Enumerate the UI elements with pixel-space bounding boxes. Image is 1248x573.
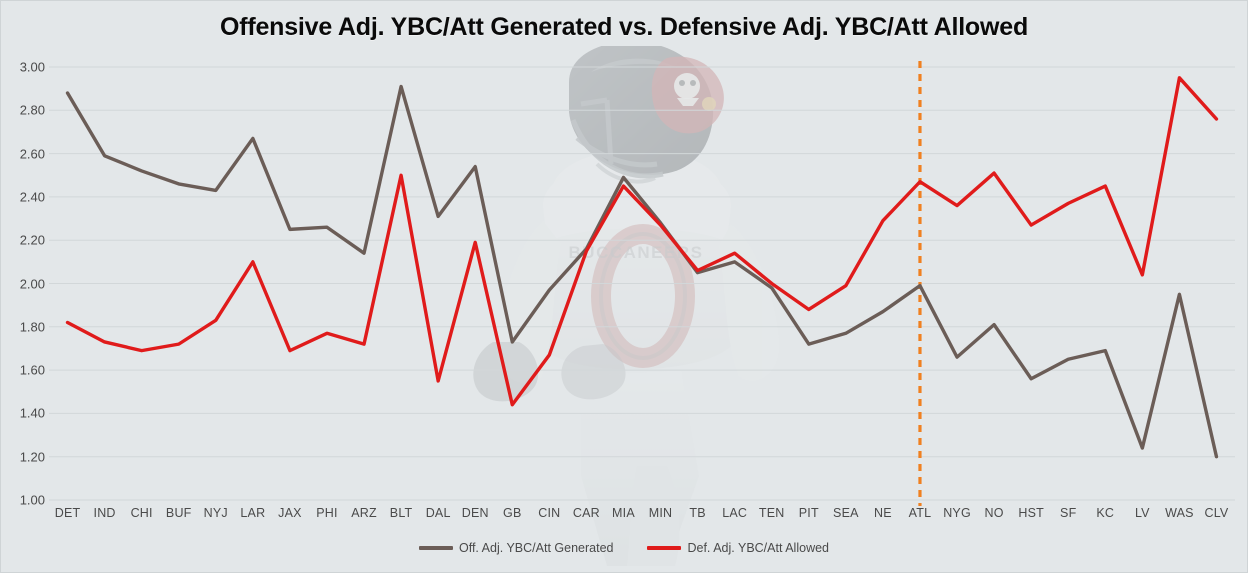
series-layer bbox=[65, 76, 1219, 459]
y-axis-tick-label: 1.20 bbox=[19, 449, 45, 465]
gridlines bbox=[49, 66, 1235, 501]
x-axis-tick-label-was: WAS bbox=[1165, 506, 1194, 520]
series-line-off bbox=[65, 84, 1219, 459]
x-axis-tick-label-nyj: NYJ bbox=[203, 506, 228, 520]
x-axis-tick-label-hst: HST bbox=[1018, 506, 1044, 520]
x-axis-tick-label-lac: LAC bbox=[722, 506, 748, 520]
y-axis-tick-label: 3.00 bbox=[19, 59, 45, 75]
x-axis-tick-label-phi: PHI bbox=[316, 506, 338, 520]
legend-swatch-icon bbox=[418, 546, 453, 550]
x-axis-tick-label-det: DET bbox=[54, 506, 81, 520]
x-axis-tick-label-clv: CLV bbox=[1204, 506, 1229, 520]
x-axis-tick-label-nyg: NYG bbox=[943, 506, 971, 520]
x-axis-tick-label-car: CAR bbox=[572, 506, 600, 520]
legend-item[interactable]: Off. Adj. YBC/Att Generated bbox=[418, 541, 614, 555]
x-axis-tick-label-chi: CHI bbox=[130, 506, 153, 520]
x-axis-tick-label-ne: NE bbox=[874, 506, 892, 520]
x-axis-tick-label-dal: DAL bbox=[425, 506, 451, 520]
x-axis: DET IND CHI BUF NYJ LAR JAX PHI ARZ BLT DAL DEN GB CI… bbox=[49, 506, 1235, 532]
x-axis-tick-label-kc: KC bbox=[1096, 506, 1115, 520]
y-axis-tick-label: 2.00 bbox=[19, 276, 45, 291]
x-axis-tick-label-jax: JAX bbox=[278, 506, 302, 520]
chart-title: Offensive Adj. YBC/Att Generated vs. Def… bbox=[219, 13, 1029, 41]
x-axis-tick-label-min: MIN bbox=[648, 506, 673, 520]
legend-swatch-icon bbox=[647, 546, 682, 550]
x-axis-tick-label-den: DEN bbox=[461, 506, 489, 520]
x-axis-tick-label-lar: LAR bbox=[240, 506, 266, 520]
x-axis-tick-label-arz: ARZ bbox=[351, 506, 377, 520]
y-axis-tick-label: 1.60 bbox=[19, 362, 45, 378]
series-line-def bbox=[65, 76, 1219, 407]
x-axis-tick-label-tb: TB bbox=[689, 506, 706, 520]
y-axis-tick-label: 1.80 bbox=[19, 319, 45, 335]
y-axis-tick-label: 2.20 bbox=[19, 232, 45, 248]
x-axis-tick-label-ten: TEN bbox=[758, 506, 785, 520]
y-axis-tick-label: 2.60 bbox=[19, 146, 45, 162]
x-axis-tick-label-buf: BUF bbox=[165, 506, 192, 520]
chart-legend: Off. Adj. YBC/Att Generated Def. Adj. YBC… bbox=[1, 541, 1247, 555]
y-axis-tick-label: 1.00 bbox=[19, 492, 45, 508]
x-axis-tick-label-blt: BLT bbox=[389, 506, 413, 520]
legend-label: Off. Adj. YBC/Att Generated bbox=[458, 541, 614, 555]
x-axis-tick-label-cin: CIN bbox=[538, 506, 561, 520]
x-axis-tick-label-sea: SEA bbox=[833, 506, 859, 520]
x-axis-tick-label-mia: MIA bbox=[612, 506, 635, 520]
y-axis-tick-label: 2.80 bbox=[19, 102, 45, 118]
x-axis-tick-label-sf: SF bbox=[1060, 506, 1077, 520]
x-axis-tick-label-lv: LV bbox=[1134, 506, 1150, 520]
legend-item[interactable]: Def. Adj. YBC/Att Allowed bbox=[647, 541, 829, 555]
y-axis-tick-label: 2.40 bbox=[19, 189, 45, 205]
x-axis-tick-label-no: NO bbox=[984, 506, 1004, 520]
legend-label: Def. Adj. YBC/Att Allowed bbox=[687, 541, 829, 555]
x-axis-tick-label-pit: PIT bbox=[798, 506, 819, 520]
x-axis-tick-label-ind: IND bbox=[93, 506, 116, 520]
x-axis-tick-label-gb: GB bbox=[503, 506, 522, 520]
plot-area bbox=[49, 61, 1235, 506]
y-axis-tick-label: 1.40 bbox=[19, 405, 45, 421]
x-axis-tick-label-atl: ATL bbox=[908, 506, 932, 520]
